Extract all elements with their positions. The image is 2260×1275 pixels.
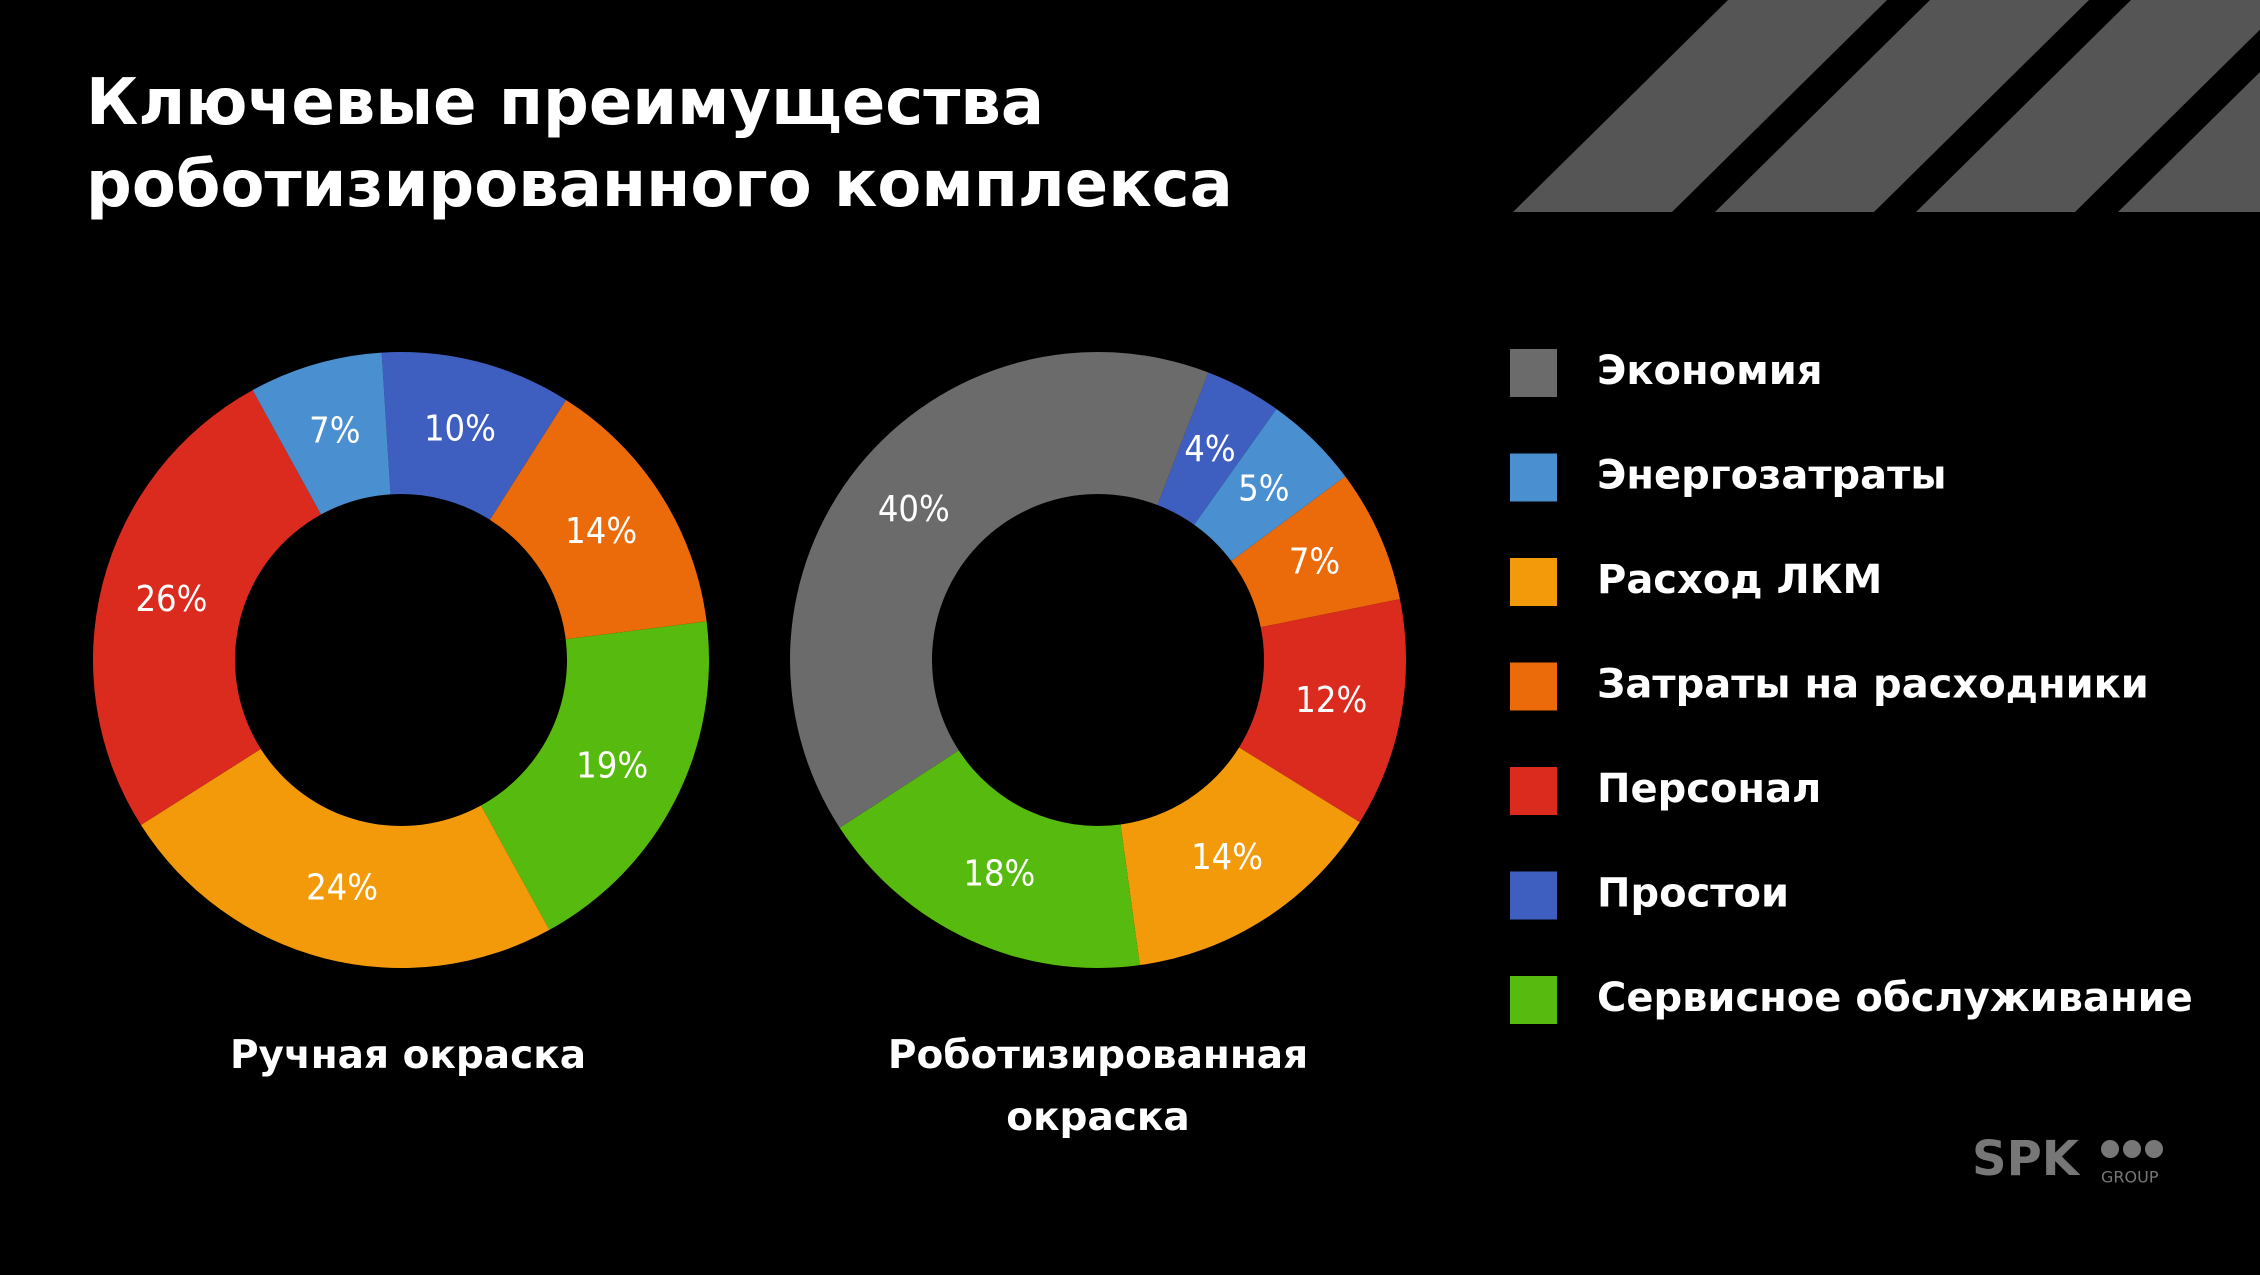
logo-text: SPK [1972,1131,2081,1187]
legend-swatch [1510,871,1557,920]
legend-swatch [1510,558,1557,606]
legend-label: Энергозатраты [1597,453,1947,499]
donut-segment [1120,747,1360,966]
donut-segment [252,352,391,515]
donut-segment [489,399,707,640]
segment-label: 14% [565,511,637,552]
donut-segment [1194,408,1346,562]
donut-segment [92,390,322,826]
segment-label: 40% [878,489,950,530]
donut-segment [839,750,1140,968]
decor-stripes [1513,0,2260,212]
donut-segment [381,352,567,520]
legend-label: Сервисное обслуживание [1597,975,2193,1021]
logo-dots [2101,1140,2163,1158]
segment-label: 10% [424,408,496,449]
segment-label: 5% [1238,469,1289,510]
legend-swatch [1510,976,1557,1024]
donut-segment [480,621,709,930]
legend-swatch [1510,453,1557,502]
segment-label: 19% [576,746,648,787]
donut-segment [140,748,550,968]
segment-label: 12% [1295,680,1367,721]
chart-caption: Роботизированная окраска [887,1033,1309,1140]
segment-label: 4% [1184,429,1235,470]
legend-label: Простои [1597,871,1789,917]
chart-caption: Ручная окраска [229,1033,587,1078]
segment-label: 18% [963,853,1035,894]
legend-label: Персонал [1597,766,1821,812]
donut-segment [790,352,1209,828]
logo-sub: GROUP [2101,1168,2159,1187]
segment-label: 26% [135,579,207,620]
donut-segment [1157,372,1277,525]
slide-title: Ключевые преимущества роботизированного … [86,66,1233,222]
segment-label: 7% [1289,542,1340,583]
legend-swatch [1510,767,1557,815]
segment-label: 24% [306,868,378,909]
legend-swatch [1510,349,1557,397]
segment-label: 14% [1191,837,1263,878]
segment-label: 7% [309,410,360,451]
legend-swatch [1510,662,1557,711]
donut-segment [1231,476,1400,628]
donut-segment [1239,599,1406,823]
legend-label: Расход ЛКМ [1597,557,1882,603]
legend-label: Затраты на расходники [1597,662,2149,708]
legend-label: Экономия [1597,348,1823,394]
